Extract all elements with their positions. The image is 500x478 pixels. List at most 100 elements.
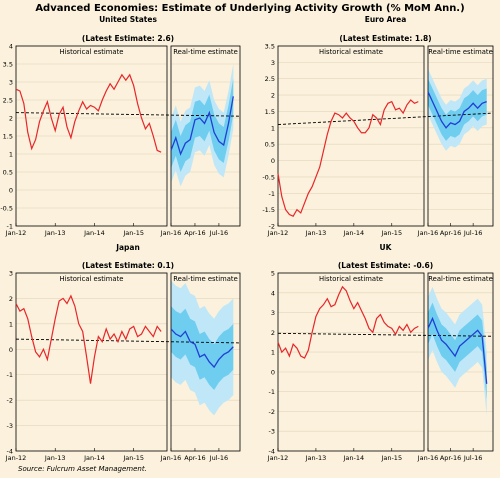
chart-country-title: UK bbox=[380, 243, 393, 252]
y-tick-label: -3 bbox=[7, 422, 13, 430]
y-tick-label: 2 bbox=[9, 295, 13, 303]
y-tick-label: -4 bbox=[269, 448, 275, 456]
y-tick-label: 2.5 bbox=[265, 75, 275, 83]
x-tick-label: Jan-16 bbox=[417, 454, 439, 462]
x-tick-label: Jan-14 bbox=[343, 454, 365, 462]
trend-line bbox=[15, 338, 241, 344]
confidence-band-inner bbox=[171, 306, 234, 390]
realtime-panel-label: Real-time estimate bbox=[173, 48, 238, 56]
historical-panel-label: Historical estimate bbox=[319, 48, 383, 56]
chart-latest-estimate: (Latest Estimate: 0.1) bbox=[82, 261, 174, 270]
realtime-series-line bbox=[427, 91, 487, 129]
y-tick-label: 0.5 bbox=[3, 169, 13, 177]
y-tick-label: 2 bbox=[271, 92, 275, 100]
y-tick-label: -1.5 bbox=[262, 206, 275, 214]
realtime-panel-label: Real-time estimate bbox=[428, 275, 493, 283]
y-tick-label: -0.5 bbox=[0, 205, 13, 213]
y-tick-label: -1 bbox=[269, 190, 275, 198]
y-tick-label: 0 bbox=[271, 368, 275, 376]
y-tick-label: 0 bbox=[9, 187, 13, 195]
y-tick-label: 3 bbox=[9, 270, 13, 278]
y-tick-label: 3 bbox=[271, 59, 275, 67]
realtime-series-line bbox=[170, 96, 234, 156]
y-tick-label: 4 bbox=[271, 289, 275, 297]
y-tick-label: -1 bbox=[7, 371, 13, 379]
realtime-frame bbox=[427, 272, 494, 452]
historical-series-line bbox=[277, 285, 419, 359]
realtime-series-line bbox=[170, 328, 234, 369]
trend-line bbox=[277, 112, 494, 125]
chart-country-title: Euro Area bbox=[365, 15, 407, 24]
x-tick-label: Jul-16 bbox=[209, 454, 228, 462]
x-tick-label: Jan-12 bbox=[5, 454, 27, 462]
historical-series-line bbox=[15, 294, 162, 384]
y-tick-label: 1 bbox=[271, 349, 275, 357]
x-tick-label: Jan-14 bbox=[343, 229, 365, 237]
x-tick-label: Jan-15 bbox=[122, 454, 144, 462]
historical-panel-label: Historical estimate bbox=[60, 48, 124, 56]
historical-frame bbox=[277, 45, 425, 227]
y-tick-label: 4 bbox=[9, 43, 13, 51]
x-tick-label: Apr-16 bbox=[184, 229, 205, 237]
confidence-band-inner bbox=[171, 78, 234, 172]
y-tick-label: 1.5 bbox=[3, 133, 13, 141]
historical-panel-label: Historical estimate bbox=[319, 275, 383, 283]
y-tick-label: -3 bbox=[269, 428, 275, 436]
chart-latest-estimate: (Latest Estimate: -0.6) bbox=[338, 261, 433, 270]
historical-frame bbox=[15, 272, 168, 452]
realtime-frame bbox=[170, 272, 241, 452]
confidence-band-inner bbox=[428, 78, 487, 141]
chart-country-title: Japan bbox=[115, 243, 140, 252]
figure-title: Advanced Economies: Estimate of Underlyi… bbox=[35, 3, 465, 14]
y-tick-label: -2 bbox=[269, 223, 275, 231]
chart-latest-estimate: (Latest Estimate: 2.6) bbox=[82, 34, 174, 43]
x-tick-label: Jan-12 bbox=[267, 229, 289, 237]
chart-panel: UK (Latest Estimate: -0.6) -4 -3 -2 -1 0 1 2 3 4 5 H… bbox=[267, 243, 494, 462]
y-tick-label: -2 bbox=[7, 397, 13, 405]
x-tick-label: Jan-13 bbox=[44, 229, 66, 237]
x-tick-label: Jan-12 bbox=[5, 229, 27, 237]
historical-frame bbox=[15, 45, 168, 227]
trend-line bbox=[277, 332, 494, 337]
y-tick-label: -1 bbox=[7, 223, 13, 231]
x-tick-label: Jan-13 bbox=[305, 229, 327, 237]
y-tick-label: 3.5 bbox=[3, 61, 13, 69]
chart-panel: Japan (Latest Estimate: 0.1) -4 -3 -2 -1 0 1 2 3 H… bbox=[5, 243, 241, 462]
y-tick-label: 3 bbox=[9, 79, 13, 87]
realtime-panel-label: Real-time estimate bbox=[428, 48, 493, 56]
trend-line bbox=[15, 112, 241, 117]
x-tick-label: Jul-16 bbox=[209, 229, 228, 237]
realtime-series-line bbox=[427, 316, 488, 384]
x-tick-label: Jan-15 bbox=[380, 229, 402, 237]
x-tick-label: Jan-16 bbox=[417, 229, 439, 237]
historical-series-line bbox=[277, 99, 419, 217]
realtime-panel-label: Real-time estimate bbox=[173, 275, 238, 283]
historical-frame bbox=[277, 272, 425, 452]
source-note: Source: Fulcrum Asset Management. bbox=[18, 465, 147, 473]
x-tick-label: Jan-14 bbox=[83, 229, 105, 237]
x-tick-label: Jan-15 bbox=[380, 454, 402, 462]
y-tick-label: 0.5 bbox=[265, 141, 275, 149]
x-tick-label: Apr-16 bbox=[184, 454, 205, 462]
y-tick-label: 2 bbox=[271, 329, 275, 337]
x-tick-label: Jan-16 bbox=[160, 229, 182, 237]
chart-latest-estimate: (Latest Estimate: 1.8) bbox=[339, 34, 431, 43]
realtime-frame bbox=[427, 45, 494, 227]
chart-panel: United States (Latest Estimate: 2.6) -1 -0.… bbox=[0, 15, 241, 237]
x-tick-label: Apr-16 bbox=[440, 454, 461, 462]
y-tick-label: 2 bbox=[9, 115, 13, 123]
historical-panel-label: Historical estimate bbox=[60, 275, 124, 283]
chart-country-title: United States bbox=[99, 15, 157, 24]
x-tick-label: Jul-16 bbox=[463, 229, 482, 237]
x-tick-label: Jan-15 bbox=[122, 229, 144, 237]
x-tick-label: Jan-16 bbox=[160, 454, 182, 462]
y-tick-label: 3 bbox=[271, 309, 275, 317]
chart-panel: Euro Area (Latest Estimate: 1.8) -2 -1.5 -1 -… bbox=[262, 15, 494, 237]
x-tick-label: Jan-12 bbox=[267, 454, 289, 462]
y-tick-label: -4 bbox=[7, 448, 13, 456]
y-tick-label: 1 bbox=[9, 320, 13, 328]
y-tick-label: 3.5 bbox=[265, 43, 275, 51]
x-tick-label: Jan-14 bbox=[83, 454, 105, 462]
historical-series-line bbox=[15, 73, 162, 153]
